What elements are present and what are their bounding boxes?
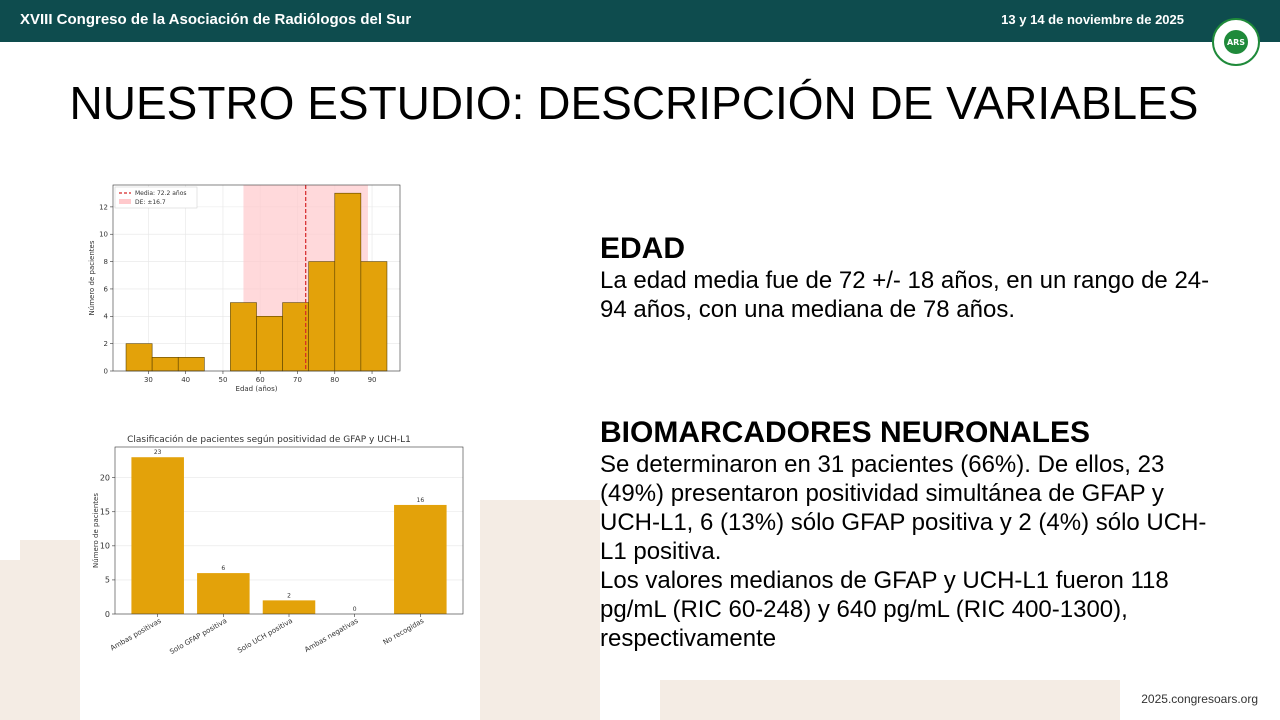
background-shape xyxy=(0,560,80,720)
value-label: 2 xyxy=(287,592,291,599)
x-tick-label: Solo UCH positiva xyxy=(236,617,294,655)
bar xyxy=(197,573,250,614)
y-axis-label: Número de pacientes xyxy=(88,240,96,315)
histogram-bar xyxy=(177,357,205,372)
histogram-bar xyxy=(256,315,283,372)
y-tick-label: 10 xyxy=(99,231,108,239)
y-tick-label: 10 xyxy=(100,542,110,551)
y-tick-label: 2 xyxy=(104,340,108,348)
slide-title: NUESTRO ESTUDIO: DESCRIPCIÓN DE VARIABLE… xyxy=(69,77,1199,129)
header-bar: XVIII Congreso de la Asociación de Radió… xyxy=(0,0,1280,42)
x-tick-label: 60 xyxy=(256,376,265,384)
y-tick-label: 8 xyxy=(104,258,108,266)
section-heading: BIOMARCADORES NEURONALES xyxy=(600,416,1091,449)
x-tick-label: Solo GFAP positiva xyxy=(168,617,228,656)
x-tick-label: 40 xyxy=(181,376,190,384)
background-shape xyxy=(480,500,600,720)
value-label: 0 xyxy=(353,606,357,613)
section-paragraph: Los valores medianos de GFAP y UCH-L1 fu… xyxy=(600,567,1169,652)
histogram-bar xyxy=(282,302,309,372)
legend-box xyxy=(114,186,198,209)
chart-title: Clasificación de pacientes según positiv… xyxy=(127,434,411,445)
age-histogram: 0 2 4 6 8 10 12 30 40 50 60 70 80 90 Edad (años) Número… xyxy=(85,180,405,402)
y-tick-label: 0 xyxy=(104,367,108,375)
value-label: 6 xyxy=(221,565,225,572)
section: BIOMARCADORES NEURONALES Se determinaron… xyxy=(600,416,1210,653)
y-axis-label: Número de pacientes xyxy=(92,493,100,568)
legend-label: DE: ±16.7 xyxy=(135,199,166,206)
x-tick-label: 30 xyxy=(144,376,153,384)
y-tick-label: 6 xyxy=(104,285,109,293)
section-heading: EDAD xyxy=(600,232,686,265)
y-tick-label: 12 xyxy=(99,203,108,211)
y-tick-label: 0 xyxy=(105,610,110,619)
histogram-bar xyxy=(125,343,153,372)
background-shape xyxy=(20,540,80,570)
background-shape xyxy=(660,680,1120,720)
section-paragraph: Se determinaron en 31 pacientes (66%). D… xyxy=(600,451,1207,565)
legend-label: Media: 72.2 años xyxy=(135,190,187,197)
logo-center xyxy=(1224,30,1248,54)
bar xyxy=(394,504,447,614)
x-axis-label: Edad (años) xyxy=(236,385,278,393)
legend-marker xyxy=(119,199,131,204)
bar xyxy=(262,600,316,614)
header-date: 13 y 14 de noviembre de 2025 xyxy=(1001,12,1184,27)
histogram-bar xyxy=(360,261,388,372)
header-title: XVIII Congreso de la Asociación de Radió… xyxy=(20,11,412,28)
histogram-bar xyxy=(151,357,179,372)
y-tick-label: 4 xyxy=(104,313,109,321)
x-tick-label: 50 xyxy=(218,376,227,384)
footer: 2025.congresoars.org xyxy=(1141,692,1258,706)
section-paragraph: La edad media fue de 72 +/- 18 años, en … xyxy=(600,267,1210,323)
value-label: 23 xyxy=(154,449,162,456)
histogram-bar xyxy=(308,261,336,372)
axes-frame xyxy=(114,446,464,615)
histogram-bar xyxy=(334,192,362,372)
x-tick-label: 70 xyxy=(293,376,302,384)
logo-text: ARS xyxy=(1227,38,1245,47)
y-tick-label: 5 xyxy=(105,576,110,585)
x-tick-label: 90 xyxy=(368,376,377,384)
x-tick-label: Ambas positivas xyxy=(109,617,163,653)
x-tick-label: Ambas negativas xyxy=(303,617,360,654)
value-label: 16 xyxy=(417,497,425,504)
section: EDAD La edad media fue de 72 +/- 18 años… xyxy=(600,232,1210,324)
x-tick-label: 80 xyxy=(330,376,339,384)
histogram-bar xyxy=(230,302,257,372)
axes-frame xyxy=(112,184,401,372)
x-tick-label: No recogidas xyxy=(382,617,426,647)
y-tick-label: 20 xyxy=(100,473,110,482)
logo: ARS xyxy=(1212,18,1260,66)
bar xyxy=(131,457,184,614)
y-tick-label: 15 xyxy=(100,508,110,517)
